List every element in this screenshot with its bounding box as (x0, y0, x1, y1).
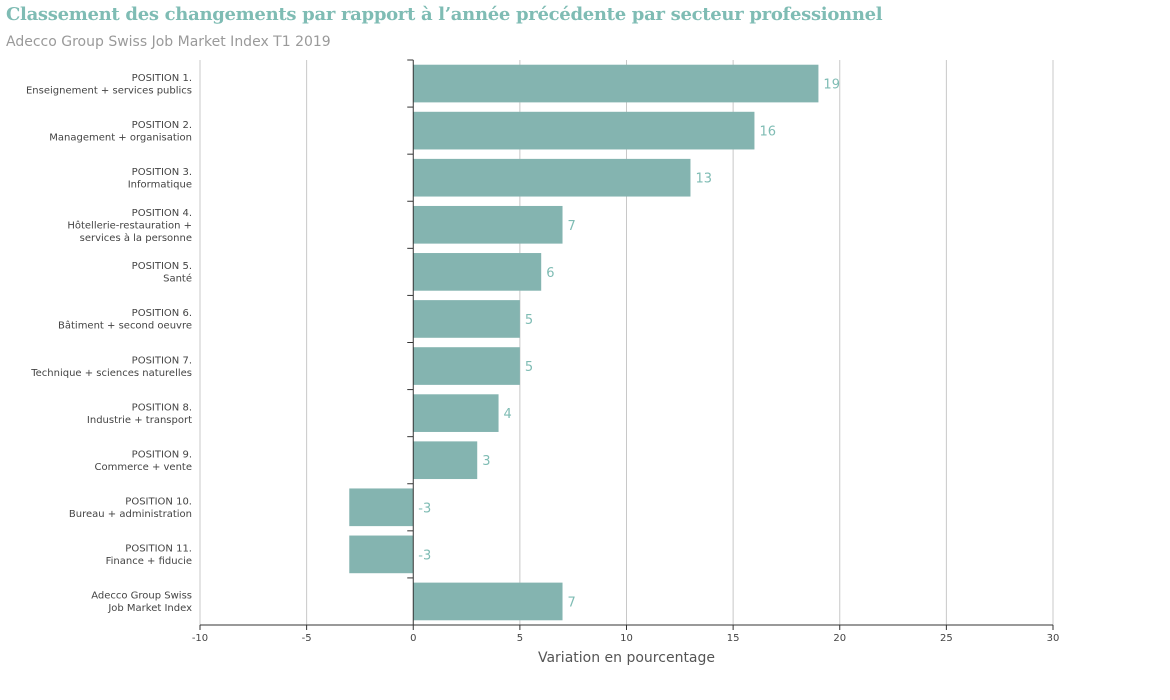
x-tick-label: 30 (1047, 633, 1060, 644)
data-label: 13 (695, 172, 712, 187)
bar (413, 253, 542, 291)
bar (349, 488, 414, 527)
chart-title: Classement des changements par rapport à… (6, 4, 883, 25)
x-tick-label: 0 (410, 633, 416, 644)
category-label: POSITION 4. (132, 208, 192, 219)
category-label: POSITION 10. (125, 497, 192, 508)
category-label: Bureau + administration (69, 509, 192, 520)
data-label: 7 (568, 219, 576, 234)
data-label: -3 (418, 501, 431, 516)
data-label: 5 (525, 360, 533, 375)
x-tick-label: 5 (517, 633, 523, 644)
x-tick-label: 25 (940, 633, 953, 644)
category-label: POSITION 6. (132, 308, 192, 319)
x-tick-label: -5 (302, 633, 312, 644)
category-label: Industrie + transport (87, 415, 192, 426)
category-label: Hôtellerie-restauration + (67, 219, 192, 231)
category-label: Finance + fiducie (106, 556, 192, 567)
bar (413, 441, 478, 480)
category-label: Job Market Index (107, 603, 192, 614)
category-label: Management + organisation (49, 132, 192, 143)
data-label: 3 (482, 454, 490, 469)
data-label: 5 (525, 313, 533, 328)
category-label: POSITION 9. (132, 449, 192, 460)
category-label: POSITION 1. (132, 73, 192, 84)
bar (413, 347, 520, 385)
bar (349, 535, 414, 574)
category-label: POSITION 2. (132, 120, 192, 131)
category-label: POSITION 8. (132, 402, 192, 413)
bar (413, 111, 755, 150)
data-label: 4 (504, 407, 512, 422)
category-label: Adecco Group Swiss (91, 591, 192, 602)
x-tick-label: -10 (192, 633, 208, 644)
category-label: POSITION 5. (132, 261, 192, 272)
category-label: Enseignement + services publics (26, 85, 192, 96)
category-label: POSITION 3. (132, 167, 192, 178)
data-label: -3 (418, 548, 431, 563)
category-label: POSITION 11. (125, 544, 192, 555)
category-label: Santé (163, 273, 192, 285)
x-tick-label: 10 (620, 633, 633, 644)
category-label: Informatique (128, 179, 192, 190)
category-label: Bâtiment + second oeuvre (58, 320, 192, 332)
chart-subtitle: Adecco Group Swiss Job Market Index T1 2… (6, 34, 331, 50)
category-label: Commerce + vente (95, 462, 193, 473)
bar (413, 205, 563, 244)
category-label: Technique + sciences naturelles (30, 368, 192, 379)
x-tick-label: 20 (833, 633, 846, 644)
data-label: 16 (759, 125, 776, 140)
x-tick-label: 15 (727, 633, 740, 644)
x-axis-title: Variation en pourcentage (538, 650, 715, 666)
bar (413, 158, 691, 197)
data-label: 19 (823, 78, 840, 93)
bar (413, 64, 819, 103)
data-label: 6 (546, 266, 554, 281)
bar (413, 394, 499, 432)
data-label: 7 (568, 595, 576, 610)
bar (413, 300, 520, 338)
bar (413, 582, 563, 621)
category-label: POSITION 7. (132, 355, 192, 366)
category-label: services à la personne (80, 232, 192, 244)
